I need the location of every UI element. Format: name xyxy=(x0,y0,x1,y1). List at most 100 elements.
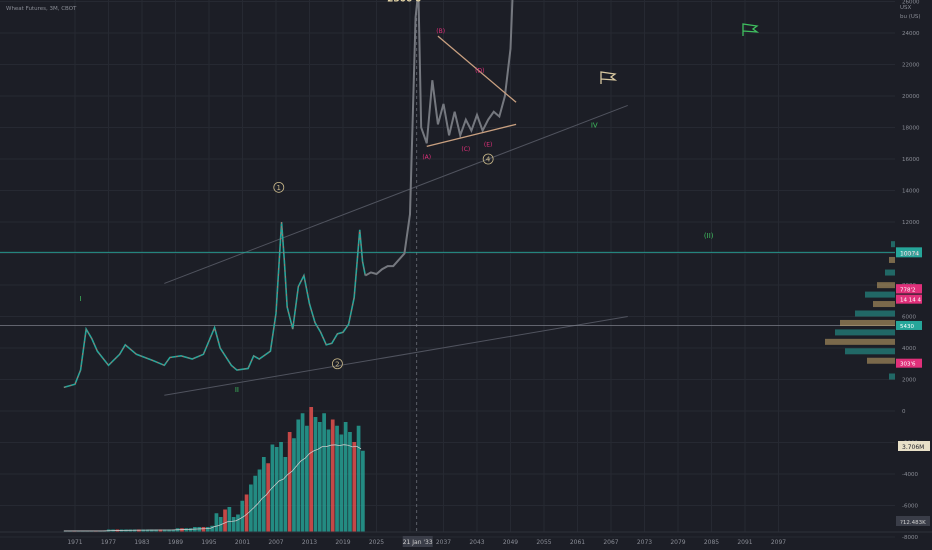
x-axis-tick-label: 2079 xyxy=(670,539,685,546)
wave-roman-II: II xyxy=(235,386,239,394)
volume-histogram xyxy=(63,407,365,532)
volume-profile-bar xyxy=(845,348,895,355)
volume-bar xyxy=(266,463,270,532)
y-axis-tick-label: 20000 xyxy=(902,94,920,100)
volume-profile xyxy=(825,241,895,380)
x-axis-tick-label: 2043 xyxy=(469,539,484,546)
volume-bar xyxy=(197,527,202,532)
volume-profile-bar xyxy=(889,373,895,380)
volume-bar xyxy=(85,530,90,532)
volume-bar xyxy=(223,509,227,532)
volume-bar xyxy=(171,529,176,532)
volume-label-tag xyxy=(898,441,930,451)
flag-target-icon xyxy=(742,23,760,36)
volume-bar xyxy=(249,484,253,532)
volume-profile-bar xyxy=(873,301,895,308)
triangle-lower-edge xyxy=(426,123,517,148)
x-axis-tick-label: 1989 xyxy=(168,539,183,546)
x-axis-tick-label: 2061 xyxy=(570,539,585,546)
wave-roman-(II): (II) xyxy=(704,232,714,240)
y-axis-tick-label: 22000 xyxy=(902,63,920,69)
x-axis-tick-label: 2019 xyxy=(335,539,350,546)
x-axis-tick-label: 2007 xyxy=(268,539,283,546)
wave-labels: III12345IIIIV(II)(I)V(A)(B)(C)(D)(E)2500… xyxy=(80,0,714,394)
crosshair-date-tag xyxy=(402,536,433,547)
price-projection-line xyxy=(364,0,514,277)
volume-profile-bar xyxy=(835,329,895,336)
y-axis-tick-label: 26000 xyxy=(902,0,920,6)
volume-bar xyxy=(317,422,322,532)
y-axis-tick-label: 18000 xyxy=(902,126,920,132)
volume-bar xyxy=(81,530,85,532)
horizontal-levels[interactable]: 33000.0029000.0010074 xyxy=(0,0,932,326)
y-axis-tick-label: 12000 xyxy=(902,220,920,226)
price-tag-text: 303'6 xyxy=(900,362,916,368)
volume-bar xyxy=(149,529,154,532)
volume-bar xyxy=(102,530,107,532)
volume-profile-bar xyxy=(885,269,895,276)
volume-bar xyxy=(98,530,102,532)
y-axis-tick-label: 6000 xyxy=(902,315,916,321)
volume-profile-bar xyxy=(865,291,895,298)
price-tag xyxy=(896,320,922,330)
x-axis-tick-label: 1971 xyxy=(67,539,82,546)
x-axis-tick-label: 2025 xyxy=(369,539,384,546)
volume-bar xyxy=(72,530,77,532)
x-axis-tick-label: 2049 xyxy=(503,539,518,546)
support-level-tag xyxy=(896,247,922,258)
volume-profile-bar xyxy=(867,357,895,364)
currency-label: USX xyxy=(900,5,912,11)
volume-profile-bar xyxy=(889,256,895,263)
volume-bar xyxy=(352,442,357,532)
y-axis-tick-label: 14000 xyxy=(902,189,920,195)
volume-label-text: 3.706M xyxy=(902,444,924,451)
y-axis-tick-label: 16000 xyxy=(902,157,920,163)
wave-roman-IV: IV xyxy=(591,122,598,130)
volume-profile-bar xyxy=(840,319,895,326)
volume-bar xyxy=(76,530,81,532)
volume-bar xyxy=(283,457,288,532)
price-history-down-overlay xyxy=(63,221,366,388)
wave-circle-2 xyxy=(332,358,343,370)
volume-profile-bar xyxy=(855,310,895,317)
x-axis-tick-label: 2097 xyxy=(771,539,786,546)
x-axis-tick-label: 2073 xyxy=(637,539,652,546)
volume-bar xyxy=(335,425,339,532)
target-price-label: 2500'0 xyxy=(388,0,422,5)
chart-grid xyxy=(0,0,895,538)
volume-profile-bar xyxy=(891,241,895,248)
volume-bar xyxy=(257,469,262,532)
flag-markers xyxy=(600,23,760,84)
volume-bar xyxy=(93,530,98,532)
volume-bar xyxy=(343,422,348,532)
volume-bar xyxy=(188,528,193,532)
volume-bar xyxy=(205,527,210,532)
price-tag xyxy=(896,284,922,294)
symbol-title: Wheat Futures, 3M, CBOT xyxy=(6,6,77,12)
x-axis-tick-label: 2013 xyxy=(302,539,317,546)
abc-label: (E) xyxy=(484,141,492,148)
volume-bar xyxy=(214,513,219,532)
volume-bar xyxy=(227,507,232,532)
volume-bar xyxy=(63,530,68,532)
x-axis-tick-label: 2037 xyxy=(436,539,451,546)
time-axis[interactable]: 1971 1977 1983 1989 1995 2001 2007 2013 2019 2025… xyxy=(0,531,932,547)
volume-bar xyxy=(292,438,296,532)
volume-bar xyxy=(287,432,292,532)
volume-bar xyxy=(326,429,331,532)
y-axis-tick-label: 4000 xyxy=(902,346,916,352)
price-series[interactable] xyxy=(63,0,516,389)
volume-bar xyxy=(137,529,141,532)
volume-bar xyxy=(261,457,266,532)
x-axis-tick-label: 1977 xyxy=(101,539,116,546)
trend-channel xyxy=(164,104,628,396)
price-axis[interactable]: 3600034000320003000028000260002400022000… xyxy=(896,0,930,550)
x-axis-tick-label: 1995 xyxy=(201,539,216,546)
volume-bar xyxy=(274,447,279,532)
x-axis-tick-label: 1983 xyxy=(134,539,149,546)
y-axis-tick-label: 24000 xyxy=(902,31,920,37)
volume-bar xyxy=(231,517,236,532)
volume-bar xyxy=(154,529,158,532)
